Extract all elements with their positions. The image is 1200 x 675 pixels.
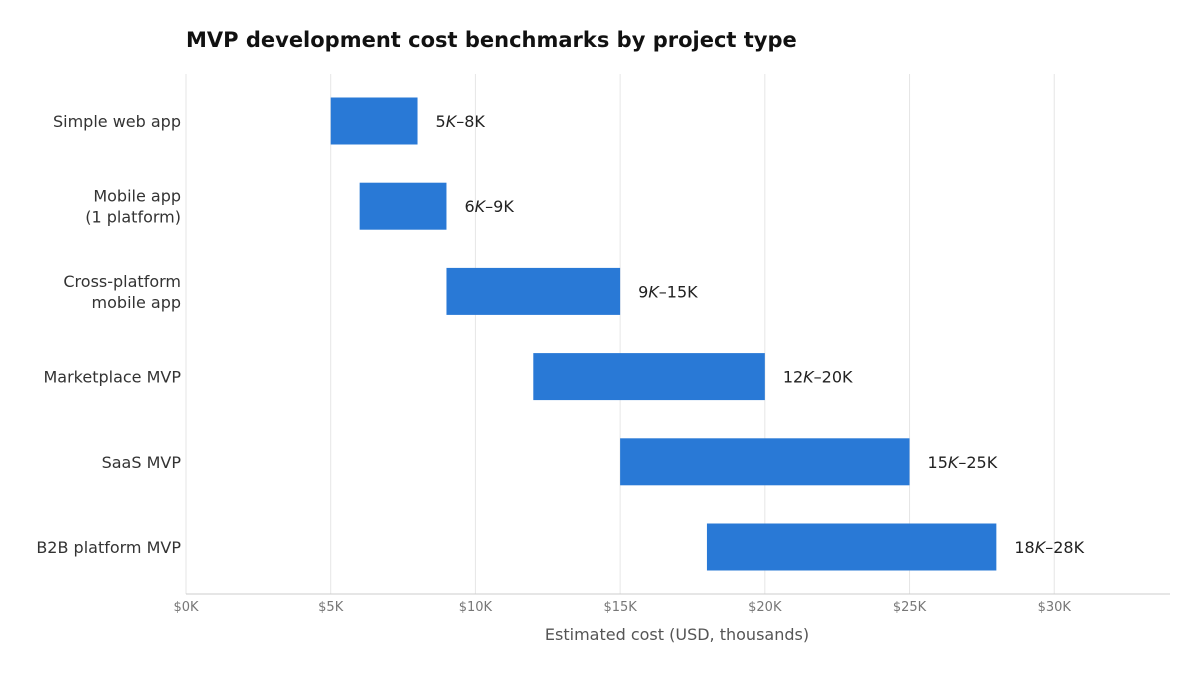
data-label: 9K–15K	[638, 282, 698, 301]
gridlines	[185, 74, 1055, 594]
x-tick-label: $20K	[748, 600, 782, 615]
data-label: 15K–25K	[928, 453, 998, 472]
data-labels: 5K–8K 6K–9K 9K–15K 12K–20K 15K–25K 18K–28K	[436, 112, 1085, 557]
data-label: 6K–9K	[464, 197, 514, 216]
x-axis-title: Estimated cost (USD, thousands)	[545, 625, 809, 644]
data-label: 12K–20K	[783, 368, 853, 387]
data-label: 5K–8K	[436, 112, 486, 131]
x-tick-label: $10K	[459, 600, 493, 615]
category-label: Marketplace MVP	[43, 368, 181, 387]
category-label: Simple web app	[53, 112, 181, 131]
chart-title: MVP development cost benchmarks by proje…	[186, 28, 797, 52]
x-tick-label: $0K	[173, 600, 199, 615]
x-tick-labels: $0K $5K $10K $15K $20K $25K $30K	[173, 600, 1071, 615]
x-tick-label: $5K	[318, 600, 344, 615]
data-label: 18K–28K	[1014, 538, 1084, 557]
range-bar	[446, 267, 621, 315]
category-label: SaaS MVP	[102, 453, 182, 472]
x-tick-label: $15K	[603, 600, 637, 615]
range-bar	[620, 438, 910, 486]
bars	[330, 97, 997, 571]
range-bar	[533, 353, 765, 401]
range-bar	[330, 97, 418, 145]
category-label: Mobile app (1 platform)	[85, 187, 181, 227]
range-bar	[706, 523, 997, 571]
category-label: B2B platform MVP	[36, 538, 181, 557]
x-tick-label: $30K	[1038, 600, 1072, 615]
x-tick-label: $25K	[893, 600, 927, 615]
range-bar	[359, 182, 447, 230]
category-labels: Simple web app Mobile app (1 platform) Cros…	[36, 112, 181, 557]
category-label: Cross-platform mobile app	[63, 272, 181, 312]
